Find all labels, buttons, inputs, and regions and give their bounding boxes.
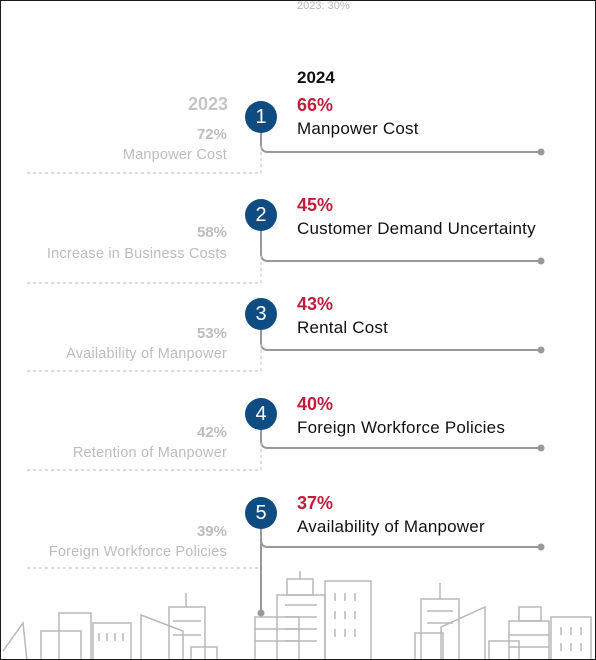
year-current-heading: 2024 <box>297 68 335 87</box>
item-connector-line <box>260 414 541 449</box>
previous-percentage: 72% <box>196 126 227 143</box>
current-percentage: 37% <box>297 493 334 513</box>
previous-label: Retention of Manpower <box>72 445 227 461</box>
city-skyline-illustration <box>2 571 592 659</box>
year-previous-heading: 2023 <box>187 94 228 114</box>
current-percentage: 40% <box>297 394 334 414</box>
previous-percentage: 58% <box>196 224 227 241</box>
previous-label: Manpower Cost <box>122 147 227 163</box>
item-connector-dot <box>537 543 545 551</box>
item-connector-dot <box>537 444 545 452</box>
previous-label: Availability of Manpower <box>66 346 227 362</box>
current-percentage: 66% <box>297 95 334 115</box>
previous-year-divider <box>27 146 262 174</box>
previous-label: Foreign Workforce Policies <box>48 544 227 560</box>
current-percentage: 45% <box>297 195 334 215</box>
previous-year-note: 2023: 30% <box>297 0 350 12</box>
rank-badge: 5 <box>245 497 277 529</box>
rank-badge: 3 <box>245 298 277 330</box>
item-connector-line <box>260 117 541 153</box>
previous-year-divider <box>27 442 262 471</box>
item-connector-dot <box>537 257 545 265</box>
current-label: Customer Demand Uncertainty <box>297 219 536 238</box>
previous-percentage: 42% <box>196 424 227 441</box>
rank-badge: 4 <box>245 398 277 430</box>
current-label: Rental Cost <box>297 318 389 337</box>
previous-year-divider <box>27 344 262 372</box>
previous-label: Increase in Business Costs <box>46 246 227 262</box>
item-connector-dot <box>537 346 545 354</box>
item-connector-line <box>260 314 541 351</box>
current-percentage: 43% <box>297 294 334 314</box>
rank-badge: 2 <box>245 199 277 231</box>
current-label: Foreign Workforce Policies <box>297 418 506 437</box>
rank-badge: 1 <box>245 101 277 133</box>
item-connector-dot <box>537 148 545 156</box>
current-label: Availability of Manpower <box>297 517 485 536</box>
item-connector-line <box>260 215 541 262</box>
current-label: Manpower Cost <box>297 119 419 138</box>
previous-percentage: 53% <box>196 325 227 342</box>
previous-percentage: 39% <box>196 523 227 540</box>
previous-year-divider <box>27 255 262 284</box>
timeline-end-dot <box>257 609 265 617</box>
connector-lines <box>27 117 545 617</box>
